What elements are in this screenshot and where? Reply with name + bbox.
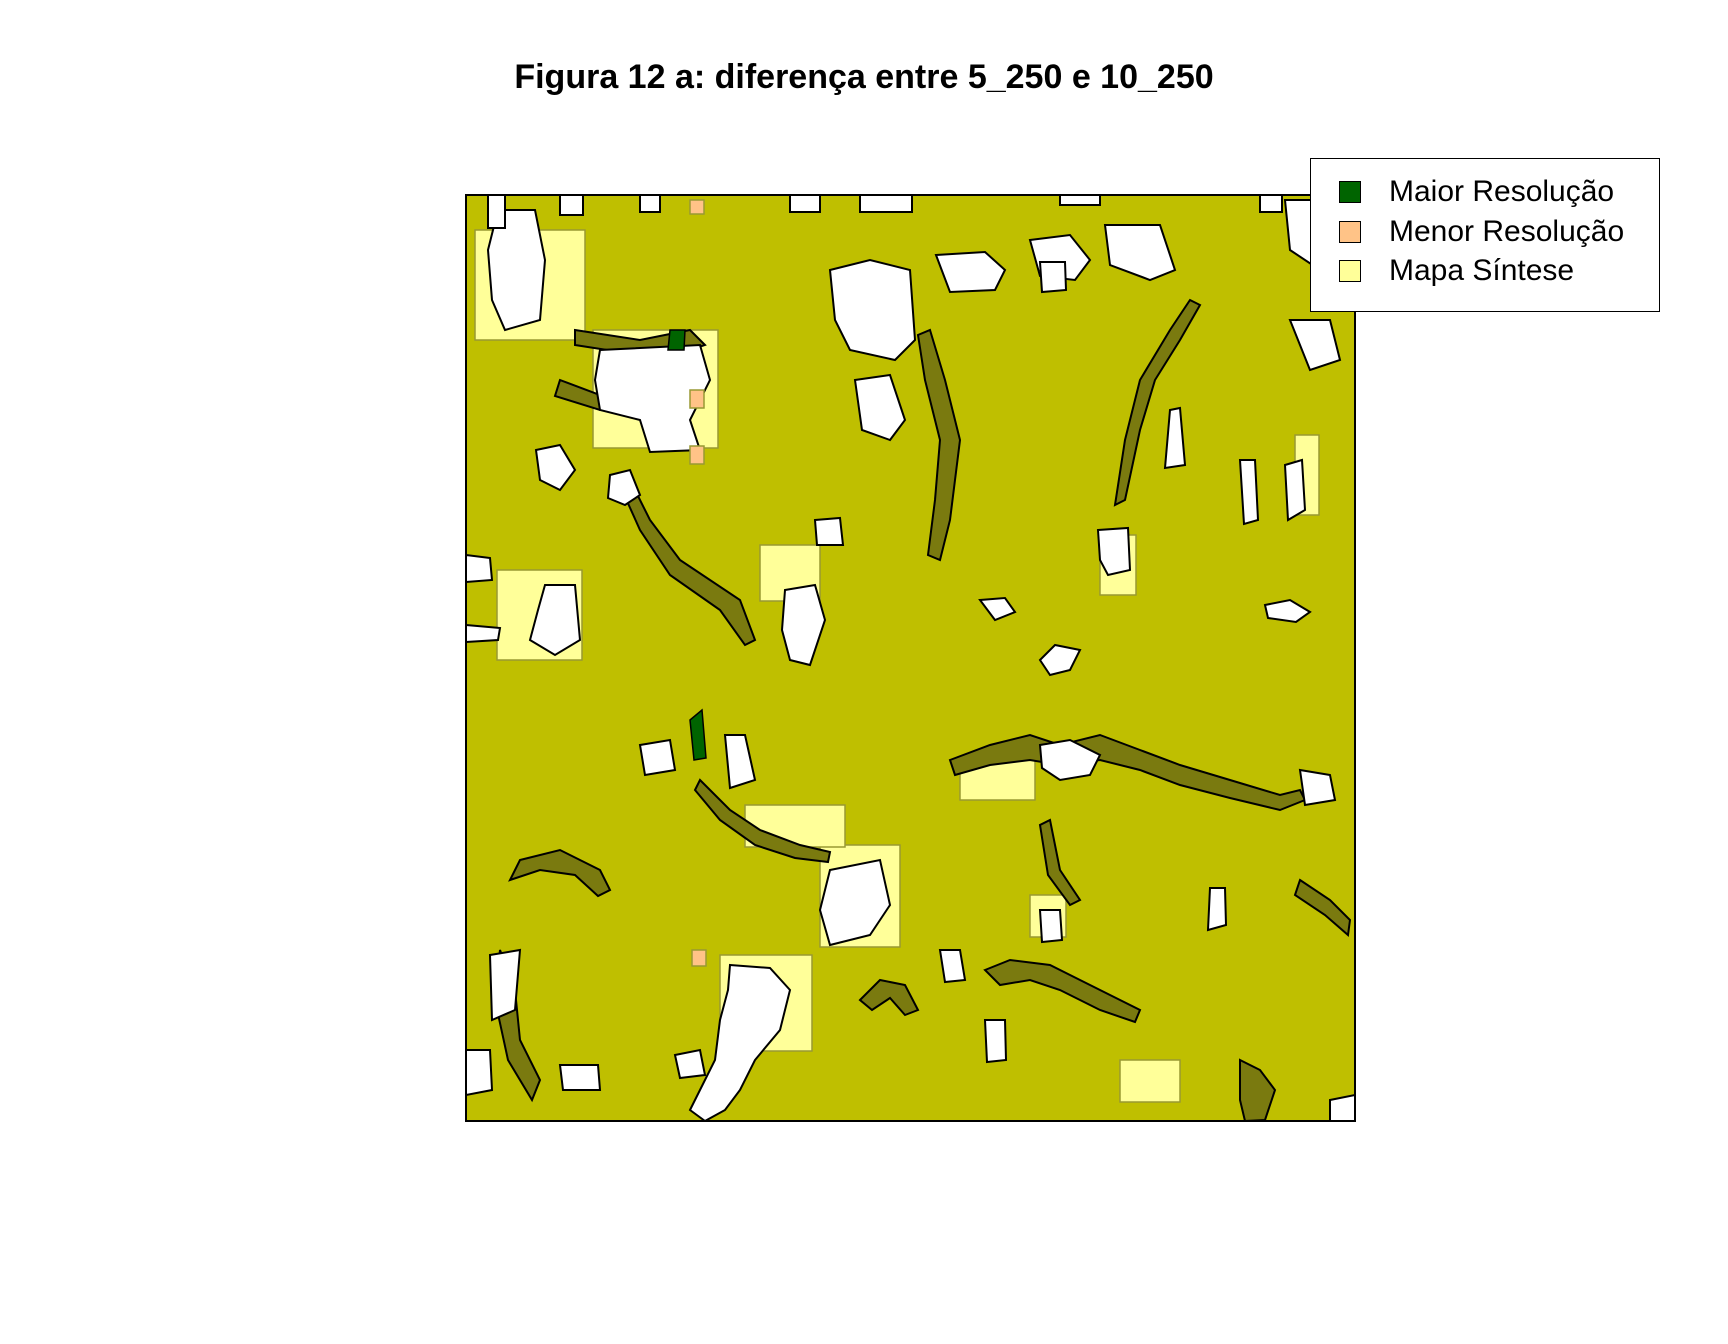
legend-item-higher-resolution: Maior Resolução — [1339, 174, 1614, 210]
map-frame — [465, 194, 1356, 1122]
legend-swatch-synthesis-map — [1339, 260, 1361, 282]
legend-label-synthesis-map: Mapa Síntese — [1389, 254, 1575, 287]
legend-swatch-higher-resolution — [1339, 181, 1361, 203]
legend-item-lower-resolution: Menor Resolução — [1339, 214, 1624, 250]
higher-resolution-patches — [667, 329, 707, 761]
legend-item-synthesis-map: Mapa Síntese — [1339, 253, 1574, 289]
lower-resolution-patches — [689, 199, 707, 967]
legend-swatch-lower-resolution — [1339, 221, 1361, 243]
legend-label-higher-resolution: Maior Resolução — [1389, 175, 1615, 208]
legend: Maior Resolução Menor Resolução Mapa Sín… — [1310, 158, 1660, 312]
legend-label-lower-resolution: Menor Resolução — [1389, 215, 1625, 248]
figure-title: Figura 12 a: diferença entre 5_250 e 10_… — [514, 58, 1214, 96]
open-area-gaps — [466, 199, 1355, 1121]
